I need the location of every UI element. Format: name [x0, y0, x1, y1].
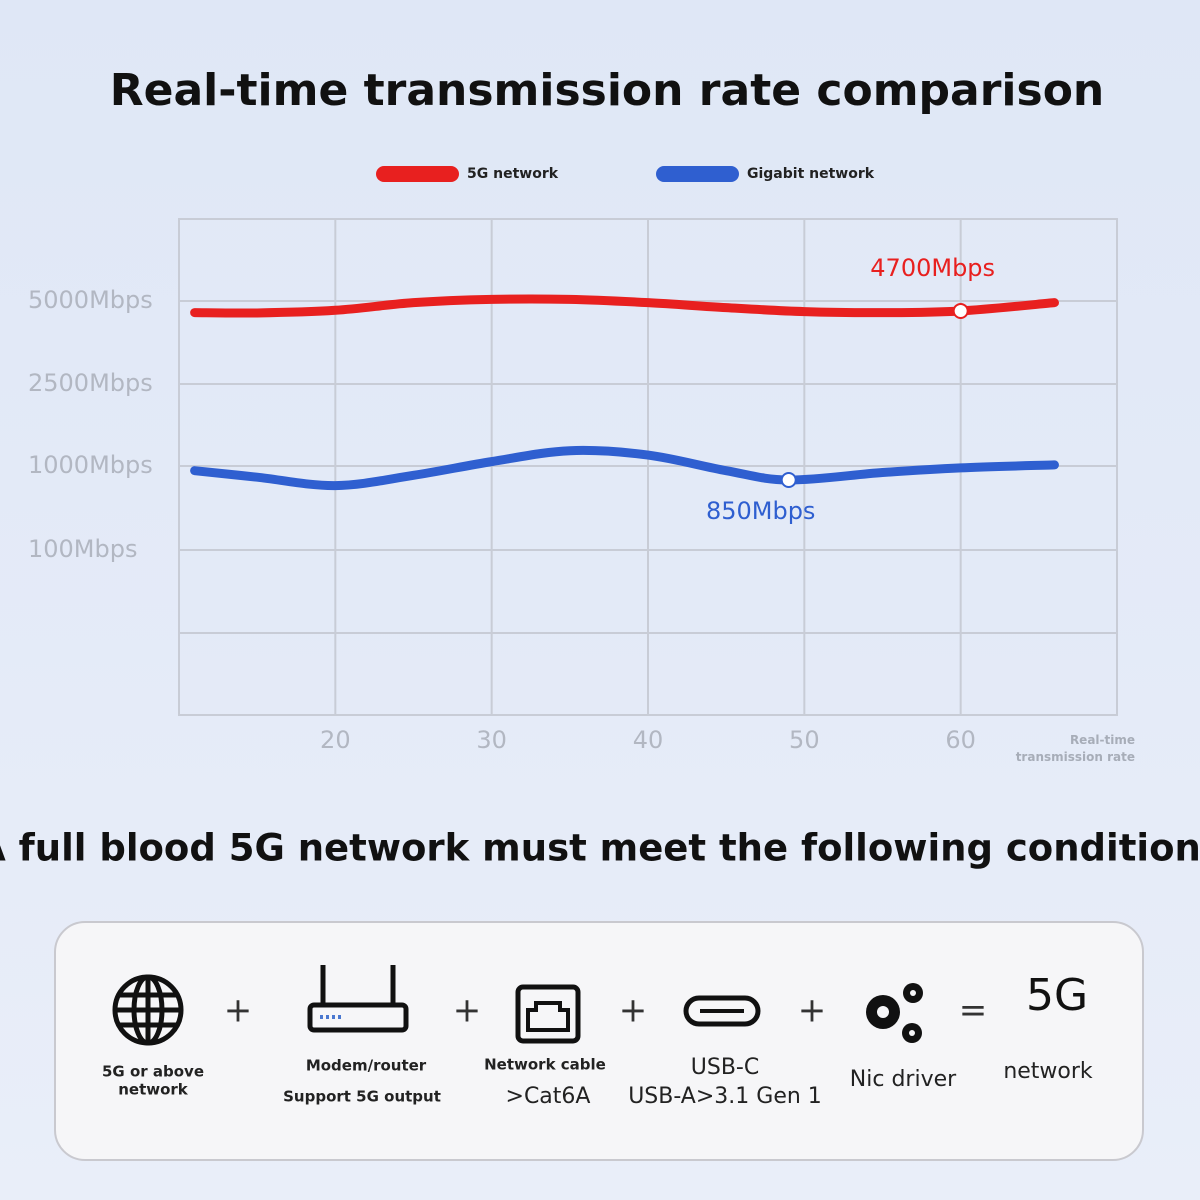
condition-text: network — [118, 1081, 189, 1099]
x-axis-label: Real-time transmission rate — [1015, 733, 1135, 764]
condition-text: Support 5G output — [283, 1088, 441, 1106]
conditions-heading: A full blood 5G network must meet the fo… — [0, 827, 1200, 870]
x-tick-label: 20 — [320, 726, 351, 754]
condition-text: USB-C — [691, 1055, 759, 1080]
conditions-card — [54, 921, 1144, 1161]
operator: + — [453, 991, 482, 1031]
condition-text: USB-A>3.1 Gen 1 — [628, 1084, 822, 1109]
x-tick-label: 60 — [945, 726, 976, 754]
data-point — [952, 302, 969, 319]
y-tick-label: 5000Mbps — [28, 286, 153, 314]
series-line — [190, 445, 1059, 491]
x-tick-label: 50 — [789, 726, 820, 754]
x-label-box: Real-time transmission rate — [1015, 733, 1135, 764]
data-label: 4700Mbps — [870, 254, 995, 282]
condition-text: 5G or above — [102, 1063, 204, 1081]
y-tick-label: 2500Mbps — [28, 369, 153, 397]
y-tick-label: 100Mbps — [28, 535, 138, 563]
result-label: network — [1003, 1059, 1093, 1084]
operator: + — [224, 991, 253, 1031]
operator: + — [619, 991, 648, 1031]
chart-title: Real-time transmission rate comparison — [110, 65, 1105, 116]
series-line — [190, 294, 1059, 318]
gears-icon — [866, 983, 923, 1043]
condition-text: >Cat6A — [506, 1084, 591, 1109]
x-tick-label: 40 — [633, 726, 664, 754]
ethernet-icon — [515, 984, 581, 1044]
condition-text: Modem/router — [306, 1057, 427, 1075]
legend-label: 5G network — [467, 166, 559, 182]
y-tick-label: 1000Mbps — [28, 451, 153, 479]
result-big: 5G — [1026, 970, 1088, 1021]
x-tick-label: 30 — [476, 726, 507, 754]
data-point — [780, 472, 797, 488]
operator: + — [798, 991, 827, 1031]
router-icon — [307, 965, 409, 1033]
condition-text: Network cable — [484, 1056, 606, 1074]
usbc-icon — [683, 995, 761, 1027]
operator: = — [959, 991, 988, 1031]
data-label: 850Mbps — [706, 497, 816, 525]
globe-icon — [112, 974, 184, 1046]
legend-label: Gigabit network — [747, 166, 875, 182]
condition-text: Nic driver — [850, 1067, 957, 1092]
